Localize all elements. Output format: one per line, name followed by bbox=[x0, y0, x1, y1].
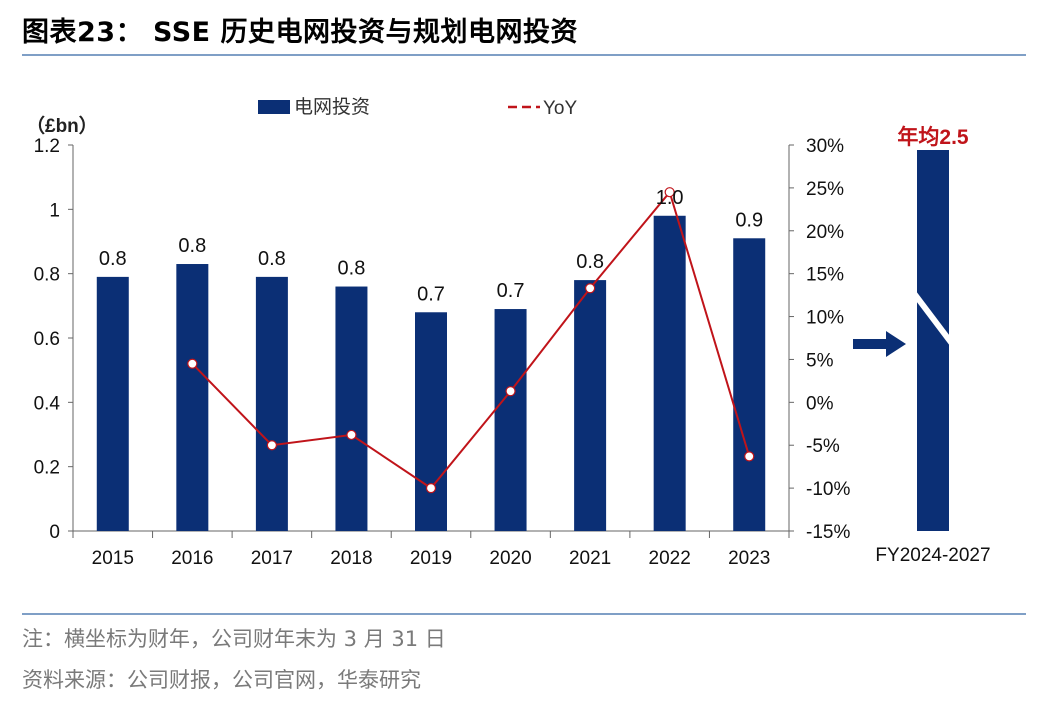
right-tick-label: 30% bbox=[806, 136, 844, 157]
bar bbox=[653, 215, 686, 531]
left-tick-label: 0.6 bbox=[34, 329, 60, 350]
bar bbox=[335, 286, 368, 531]
arrow-icon bbox=[853, 331, 906, 357]
bar bbox=[733, 238, 766, 532]
x-tick-label: 2016 bbox=[171, 548, 213, 569]
yoy-point bbox=[744, 451, 755, 462]
right-tick-label: 25% bbox=[806, 179, 844, 200]
x-tick-label: 2023 bbox=[728, 548, 770, 569]
right-tick-label: 5% bbox=[806, 350, 834, 371]
axis-note: 注：横坐标为财年，公司财年末为 3 月 31 日 bbox=[22, 627, 446, 651]
unit-label: （£bn） bbox=[26, 114, 98, 137]
bar-value-label: 0.8 bbox=[576, 251, 604, 273]
yoy-line bbox=[191, 190, 751, 490]
source-note: 资料来源：公司财报，公司官网，华泰研究 bbox=[22, 668, 421, 692]
left-tick-label: 0.4 bbox=[34, 393, 61, 414]
left-tick-label: 1.2 bbox=[34, 136, 60, 157]
footer-divider bbox=[22, 613, 1026, 615]
bar-value-label: 1.0 bbox=[656, 187, 684, 209]
right-tick-label: 0% bbox=[806, 393, 834, 414]
yoy-point bbox=[664, 187, 675, 198]
bar-value-label: 0.7 bbox=[497, 280, 525, 302]
x-tick-label: 2015 bbox=[92, 548, 134, 569]
side-bar-value-label: 年均2.5 bbox=[897, 125, 969, 149]
right-tick-label: 20% bbox=[806, 222, 844, 243]
bar-value-label: 0.8 bbox=[99, 248, 127, 270]
right-tick-label: -15% bbox=[806, 522, 850, 543]
labels-layer: 0.8 0.8 0.8 0.8 0.7 0.7 0.8 1.0 0.9 bbox=[99, 187, 763, 306]
yoy-point bbox=[187, 358, 198, 369]
yoy-point bbox=[505, 386, 516, 397]
side-bar bbox=[917, 150, 949, 531]
right-tick-label: -5% bbox=[806, 436, 840, 457]
x-tick-label: 2022 bbox=[649, 548, 691, 569]
left-tick-label: 0.2 bbox=[34, 458, 60, 479]
yoy-point bbox=[425, 483, 437, 494]
side-category-label: FY2024-2027 bbox=[875, 545, 990, 566]
legend-bar-swatch bbox=[258, 100, 290, 114]
x-tick-label: 2019 bbox=[410, 548, 452, 569]
x-tick-label: 2021 bbox=[569, 548, 611, 569]
legend: 电网投资 YoY bbox=[258, 96, 577, 119]
bar-value-label: 0.8 bbox=[338, 258, 366, 280]
side-panel: 年均2.5 FY2024-2027 bbox=[853, 125, 991, 566]
yoy-point bbox=[266, 440, 277, 451]
right-tick-label: 10% bbox=[806, 308, 844, 329]
figure-title: 图表23： SSE 历史电网投资与规划电网投资 bbox=[22, 17, 578, 48]
x-tick-label: 2017 bbox=[251, 548, 293, 569]
bar-value-label: 0.8 bbox=[178, 235, 206, 257]
legend-bar-label: 电网投资 bbox=[294, 96, 370, 118]
yoy-point bbox=[585, 283, 596, 294]
bar bbox=[96, 276, 129, 531]
left-tick-label: 0.8 bbox=[34, 265, 60, 286]
bar bbox=[574, 280, 607, 531]
title-divider bbox=[22, 54, 1026, 56]
axis-break-mark bbox=[910, 290, 956, 347]
bar bbox=[494, 309, 527, 531]
bar-value-label: 0.8 bbox=[258, 248, 286, 270]
yoy-layer bbox=[187, 187, 755, 494]
right-tick-label: 15% bbox=[806, 265, 844, 286]
yoy-point bbox=[346, 429, 357, 441]
bar bbox=[176, 264, 209, 531]
legend-line-label: YoY bbox=[543, 98, 577, 119]
left-tick-label: 1 bbox=[49, 200, 60, 221]
left-tick-label: 0 bbox=[49, 522, 60, 543]
x-tick-label: 2018 bbox=[330, 548, 372, 569]
bars-layer bbox=[96, 215, 766, 532]
right-tick-label: -10% bbox=[806, 479, 850, 500]
bar bbox=[255, 276, 288, 531]
bar bbox=[415, 312, 447, 531]
bar-value-label: 0.9 bbox=[735, 209, 763, 231]
bar-value-label: 0.7 bbox=[417, 283, 445, 305]
x-tick-label: 2020 bbox=[489, 548, 531, 569]
